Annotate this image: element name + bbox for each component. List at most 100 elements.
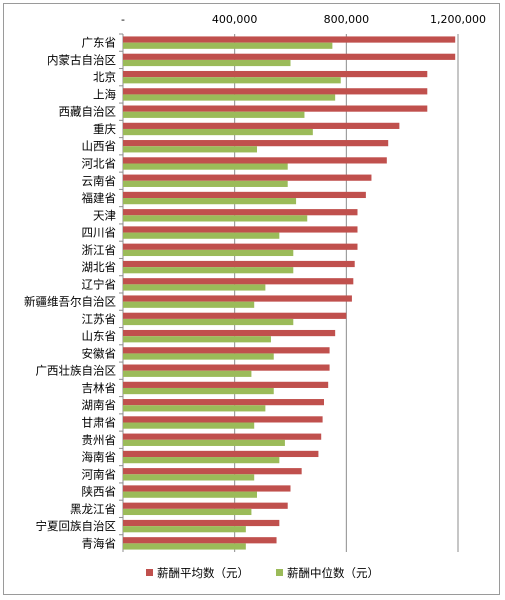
bar-median bbox=[123, 457, 280, 464]
category-label: 云南省 bbox=[82, 174, 117, 188]
legend-label: 薪酬中位数（元） bbox=[287, 566, 379, 580]
bar-average bbox=[123, 209, 358, 216]
bar-median bbox=[123, 336, 271, 343]
bar-average bbox=[123, 485, 291, 492]
bar-median bbox=[123, 215, 308, 222]
bar-median bbox=[123, 59, 291, 67]
legend-label: 薪酬平均数（元） bbox=[157, 566, 249, 580]
bar-median bbox=[123, 267, 294, 274]
category-label: 重庆 bbox=[93, 122, 116, 136]
bar-average bbox=[123, 537, 277, 544]
category-label: 河北省 bbox=[82, 157, 117, 171]
bar-average bbox=[123, 105, 428, 112]
bar-median bbox=[123, 491, 257, 498]
legend-swatch bbox=[146, 569, 153, 576]
chart-frame bbox=[3, 3, 500, 595]
bar-median bbox=[123, 198, 297, 205]
category-label: 湖南省 bbox=[82, 398, 117, 412]
category-label: 西藏自治区 bbox=[59, 105, 117, 119]
bar-average bbox=[123, 36, 456, 43]
category-label: 山东省 bbox=[82, 329, 117, 343]
bar-median bbox=[123, 77, 341, 84]
category-label: 北京 bbox=[93, 70, 116, 84]
x-tick-label: 800,000 bbox=[324, 13, 370, 26]
bar-average bbox=[123, 88, 428, 95]
bar-average bbox=[123, 381, 329, 388]
category-label: 新疆维吾尔自治区 bbox=[24, 295, 116, 309]
bar-average bbox=[123, 53, 456, 60]
category-label: 广西壮族自治区 bbox=[36, 364, 117, 378]
bar-median bbox=[123, 422, 255, 429]
bar-median bbox=[123, 543, 246, 550]
category-label: 内蒙古自治区 bbox=[47, 53, 116, 67]
bar-average bbox=[123, 140, 389, 147]
legend-swatch bbox=[276, 569, 283, 576]
bar-median bbox=[123, 370, 252, 377]
bar-average bbox=[123, 347, 330, 354]
x-tick-label: 1,200,000 bbox=[430, 13, 486, 26]
category-label: 河南省 bbox=[82, 467, 117, 481]
bar-average bbox=[123, 295, 352, 302]
bar-median bbox=[123, 526, 246, 533]
bar-median bbox=[123, 163, 288, 170]
bar-average bbox=[123, 468, 302, 475]
bar-average bbox=[123, 278, 354, 285]
category-label: 四川省 bbox=[82, 226, 117, 240]
category-label: 山西省 bbox=[82, 139, 117, 153]
bar-median bbox=[123, 42, 333, 49]
bar-median bbox=[123, 180, 288, 187]
category-label: 吉林省 bbox=[82, 381, 117, 395]
bar-average bbox=[123, 519, 280, 527]
category-label: 陕西省 bbox=[82, 485, 117, 499]
bar-median bbox=[123, 387, 274, 395]
category-label: 江苏省 bbox=[82, 312, 117, 326]
category-label: 广东省 bbox=[82, 36, 117, 50]
bar-median bbox=[123, 318, 294, 326]
bar-median bbox=[123, 405, 266, 412]
bar-median bbox=[123, 474, 255, 481]
bar-average bbox=[123, 416, 323, 423]
bar-median bbox=[123, 249, 294, 257]
bar-average bbox=[123, 502, 288, 509]
bar-average bbox=[123, 433, 322, 440]
category-label: 天津 bbox=[93, 208, 116, 222]
category-label: 辽宁省 bbox=[82, 277, 117, 291]
bar-average bbox=[123, 157, 387, 164]
bar-average bbox=[123, 70, 428, 78]
bar-average bbox=[123, 191, 366, 199]
category-label: 浙江省 bbox=[82, 243, 117, 257]
category-label: 福建省 bbox=[82, 191, 117, 205]
category-label: 湖北省 bbox=[82, 260, 117, 274]
bar-average bbox=[123, 226, 358, 233]
bar-median bbox=[123, 232, 280, 239]
bar-median bbox=[123, 508, 252, 516]
bar-median bbox=[123, 439, 285, 446]
bar-median bbox=[123, 94, 336, 101]
bar-median bbox=[123, 284, 266, 291]
bar-average bbox=[123, 174, 372, 181]
bar-average bbox=[123, 122, 400, 129]
bar-average bbox=[123, 364, 330, 371]
bar-average bbox=[123, 312, 347, 319]
category-label: 黑龙江省 bbox=[70, 502, 116, 516]
bar-median bbox=[123, 353, 274, 360]
bar-average bbox=[123, 329, 336, 337]
bar-average bbox=[123, 450, 319, 458]
category-label: 贵州省 bbox=[82, 433, 117, 447]
category-label: 海南省 bbox=[82, 450, 117, 464]
bar-median bbox=[123, 128, 313, 136]
x-tick-label: 400,000 bbox=[212, 13, 258, 26]
bar-average bbox=[123, 260, 355, 268]
category-label: 宁夏回族自治区 bbox=[36, 519, 117, 533]
bar-average bbox=[123, 243, 358, 250]
bar-median bbox=[123, 301, 255, 308]
category-label: 安徽省 bbox=[82, 346, 117, 360]
category-label: 上海 bbox=[93, 87, 116, 101]
category-label: 青海省 bbox=[82, 536, 117, 550]
bar-average bbox=[123, 399, 324, 406]
bar-median bbox=[123, 146, 257, 153]
x-tick-label: - bbox=[121, 13, 125, 26]
category-label: 甘肃省 bbox=[82, 416, 117, 430]
bar-median bbox=[123, 111, 305, 118]
